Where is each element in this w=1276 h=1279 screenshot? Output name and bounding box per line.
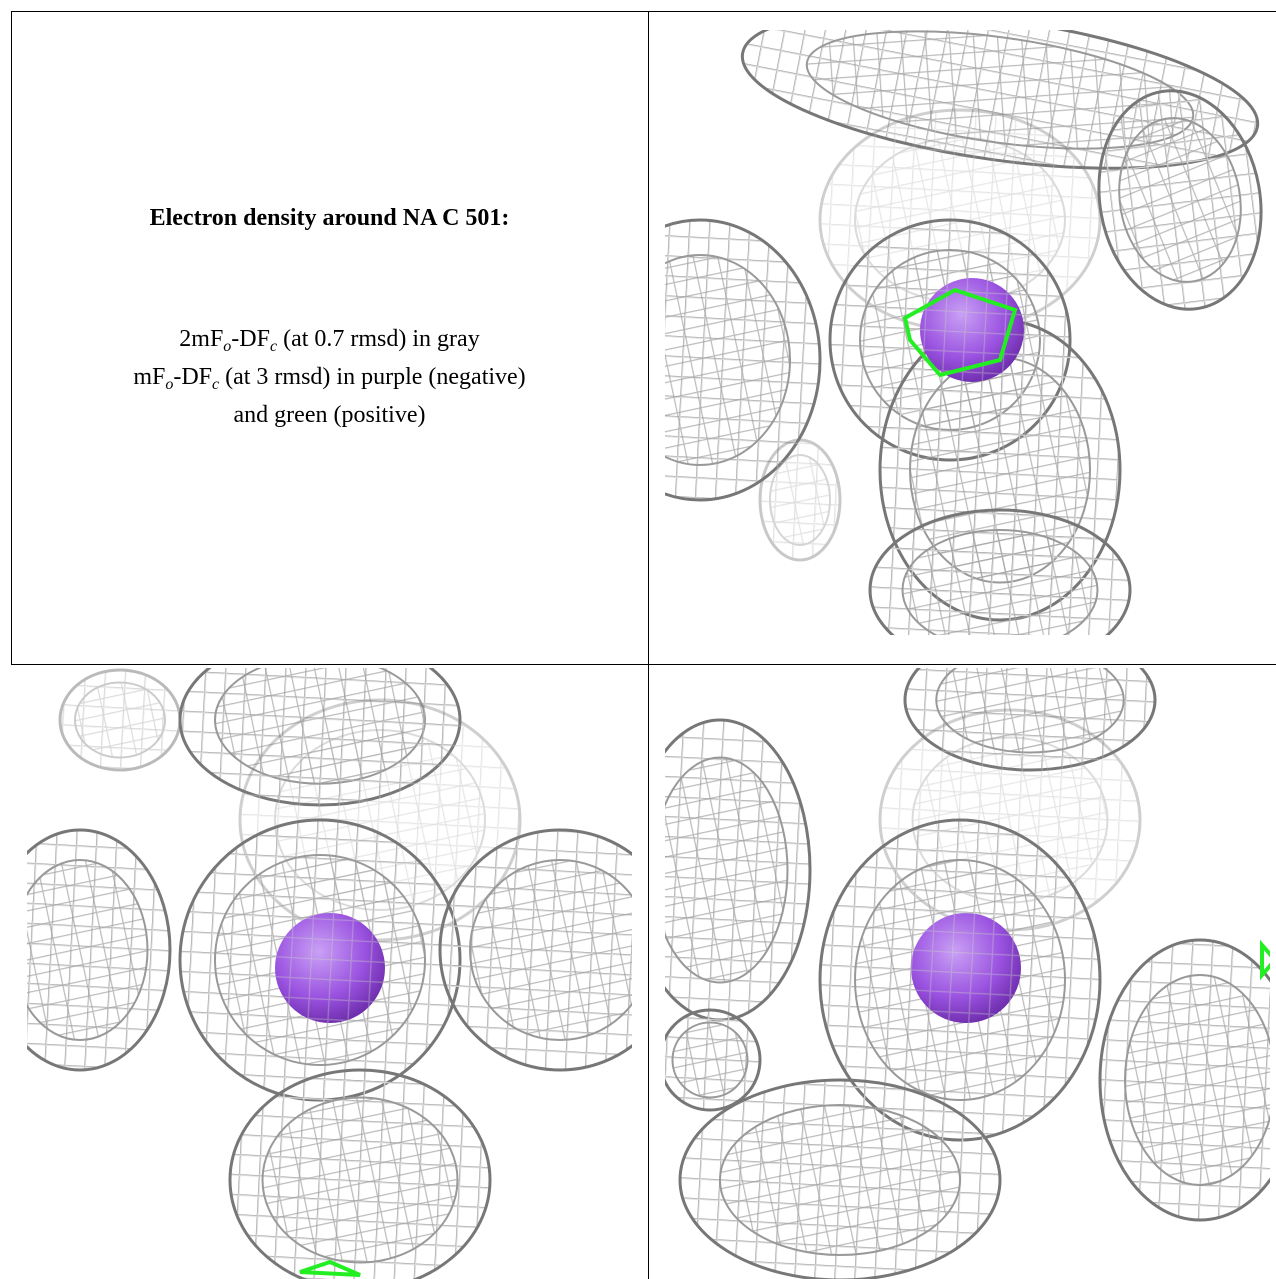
mesh-blob [27, 828, 172, 1072]
mesh [894, 896, 1038, 1040]
mesh-blob [665, 1008, 762, 1112]
mesh-blob [868, 508, 1132, 635]
mesh [1118, 117, 1242, 283]
mesh [769, 454, 831, 546]
legend: 2mFo-DFc (at 0.7 rmsd) in gray mFo-DFc (… [11, 320, 648, 434]
subscript: c [212, 376, 220, 393]
legend-line: 2mFo-DFc (at 0.7 rmsd) in gray [11, 320, 648, 358]
density-panel [665, 30, 1263, 635]
positive-density [1260, 939, 1270, 981]
mesh-blob [228, 1068, 492, 1279]
subscript: o [165, 376, 174, 393]
text: mF [133, 364, 166, 390]
mesh [258, 896, 402, 1040]
text: -DF [173, 364, 212, 390]
mesh-blob [665, 218, 822, 502]
subscript: c [269, 338, 278, 355]
mesh-blob [678, 1078, 1002, 1279]
text: (at 0.7 rmsd) in gray [277, 326, 480, 352]
mesh [904, 262, 1040, 398]
mesh [665, 254, 791, 466]
legend-line: mFo-DFc (at 3 rmsd) in purple (negative) [11, 358, 648, 396]
text: and green (positive) [233, 402, 426, 428]
mesh [719, 1104, 961, 1256]
mesh-blob [758, 438, 842, 562]
mesh [671, 1021, 749, 1099]
positive-density [299, 1259, 361, 1277]
mesh [74, 681, 166, 759]
mesh-blob [58, 668, 182, 772]
mesh-blob [1097, 89, 1263, 311]
mesh [901, 529, 1099, 635]
mesh [261, 1096, 459, 1264]
text: (at 3 rmsd) in purple (negative) [219, 364, 526, 390]
text: -DF [231, 326, 270, 352]
mesh [27, 859, 149, 1041]
table-borders [11, 11, 1276, 1279]
density-panel [27, 668, 632, 1279]
positive-density [902, 287, 1018, 378]
text: 2mF [179, 326, 224, 352]
title: Electron density around NA C 501: [149, 205, 510, 231]
legend-line: and green (positive) [11, 396, 648, 434]
subscript: o [223, 338, 232, 355]
mesh [469, 859, 632, 1041]
mesh-blob [1098, 938, 1270, 1222]
mesh-blob [665, 718, 812, 1022]
density-panel [665, 668, 1270, 1279]
mesh-blob [438, 828, 632, 1072]
mesh [665, 756, 789, 984]
mesh [1124, 974, 1270, 1186]
